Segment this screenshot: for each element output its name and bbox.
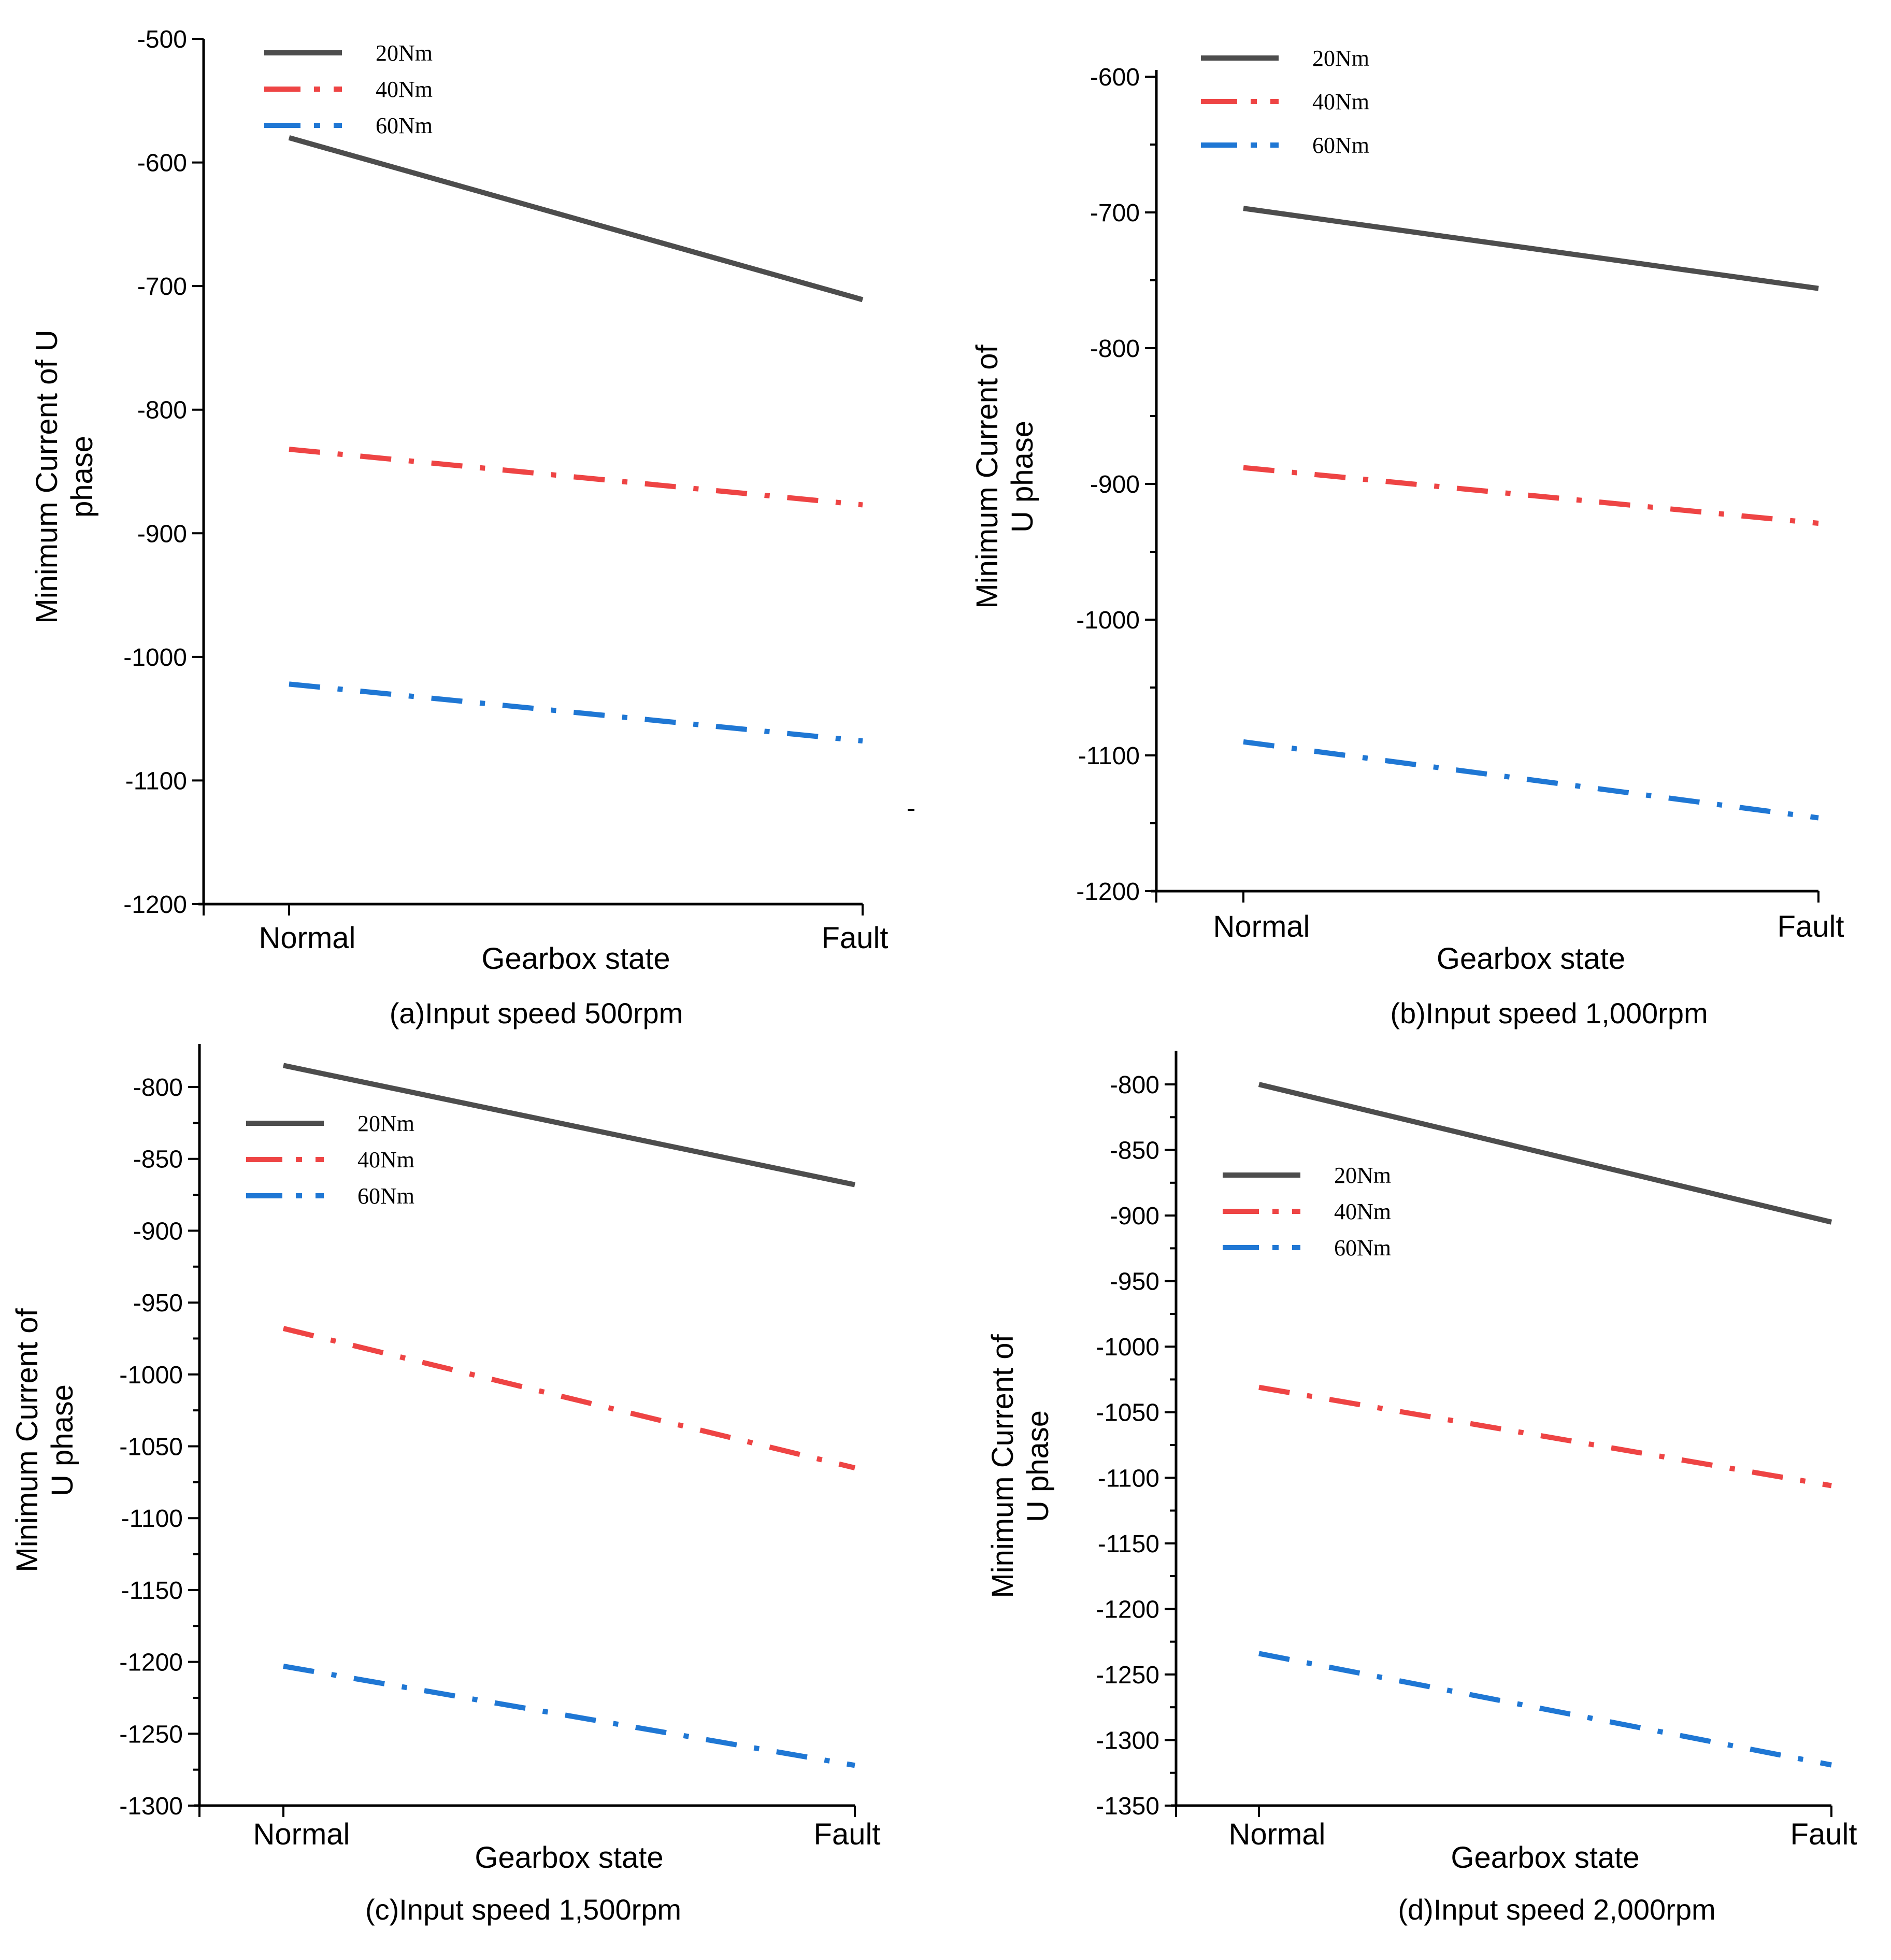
y-tick-label: -900 [1110,1203,1159,1230]
y-tick-label: -1300 [1096,1727,1159,1754]
x-axis-title: Gearbox state [481,942,670,976]
y-tick-label: -900 [1090,471,1140,498]
legend-label-20nm: 20Nm [1312,46,1369,71]
y-tick-label: -1000 [1096,1334,1159,1361]
panel-caption: (d)Input speed 2,000rpm [1398,1893,1715,1926]
y-tick-label: -700 [137,273,187,301]
legend-label-40nm: 40Nm [1334,1199,1391,1224]
y-tick-label: -1050 [1096,1399,1159,1427]
legend-label-60nm: 60Nm [1334,1235,1391,1261]
y-axis-title-line: U phase [1021,1410,1055,1522]
series-line-60nm [1258,1651,1832,1768]
y-tick-label: -1000 [1076,607,1140,634]
legend-label-60nm: 60Nm [357,1183,414,1209]
y-axis-title: Minimum Current ofU phase [970,345,1039,609]
legend: 20Nm 40Nm 60Nm [246,1111,414,1209]
series-line-40nm [1243,465,1819,526]
y-tick-label: -600 [1090,64,1140,91]
y-tick-label: -850 [1110,1137,1159,1165]
y-tick-label: -800 [1090,335,1140,363]
legend-label-20nm: 20Nm [357,1111,414,1136]
panel-caption: (c)Input speed 1,500rpm [365,1893,681,1926]
y-tick-label: -900 [137,520,187,548]
legend: 20Nm 40Nm 60Nm [264,40,433,138]
y-tick-label: -1000 [119,1362,183,1389]
y-axis-title-line: Minimum Current of [10,1308,44,1572]
chart-panel-a: -500 -600 -700 -800 -900 -1000 -1100 -1200 Norma… [30,26,888,1029]
panel-caption: (b)Input speed 1,000rpm [1390,997,1708,1029]
y-tick-label: -1250 [119,1721,183,1748]
legend-label-40nm: 40Nm [376,77,433,102]
y-axis-title-line: U phase [46,1384,79,1496]
y-tick-label: -900 [133,1218,183,1245]
series-line-20nm [288,135,864,303]
legend-label-20nm: 20Nm [376,40,433,66]
x-tick-label-fault: Fault [1790,1818,1857,1851]
legend: 20Nm 40Nm 60Nm [1223,1163,1391,1261]
y-axis-title: Minimum Current of Uphase [30,330,99,623]
legend-label-20nm: 20Nm [1334,1163,1391,1188]
series-line-60nm [289,681,863,744]
series-line-20nm [1243,206,1819,291]
y-axis-title-line: Minimum Current of U [30,330,64,623]
y-tick-label: -1100 [125,767,187,795]
y-tick-label: -600 [137,150,187,177]
series-line-40nm [282,1326,856,1470]
chart-panel-b: -600 -700 -800 -900 -1000 -1100 -1200 Normal Fau… [970,46,1844,1029]
y-tick-label: -1350 [1096,1793,1159,1820]
y-tick-label: -800 [137,397,187,424]
panel-caption: (a)Input speed 500rpm [390,997,683,1029]
legend-label-40nm: 40Nm [357,1147,414,1172]
y-axis-title-line: Minimum Current of [970,345,1004,609]
y-tick-label: -1100 [1078,742,1140,770]
y-tick-label: -950 [133,1290,183,1317]
y-tick-label: -1100 [1098,1465,1159,1492]
series-line-20nm [282,1063,856,1188]
y-tick-label: -700 [1090,199,1140,227]
y-tick-label: -1200 [1096,1596,1159,1623]
y-tick-label: -850 [133,1146,183,1174]
y-axis-title-line: phase [65,436,99,518]
y-tick-label: -800 [1110,1071,1159,1099]
series-line-20nm [1258,1082,1832,1225]
series-line-40nm [289,447,863,508]
x-tick-label-normal: Normal [259,921,356,955]
y-tick-label: -1250 [1096,1662,1159,1689]
y-tick-label: -500 [137,26,187,53]
y-axis-title-line: U phase [1006,421,1039,533]
y-tick-label: -1000 [123,644,187,671]
y-tick-label: -1100 [121,1505,183,1533]
y-tick-label: -1050 [119,1434,183,1461]
legend: 20Nm 40Nm 60Nm [1201,46,1369,158]
series-line-60nm [283,1663,855,1768]
y-tick-label: -800 [133,1074,183,1101]
x-tick-label-normal: Normal [1229,1818,1326,1851]
y-tick-label: -1200 [123,891,187,919]
x-tick-label-normal: Normal [253,1818,350,1851]
x-tick-label-fault: Fault [822,921,889,955]
x-tick-label-fault: Fault [814,1818,881,1851]
chart-panel-c: -800 -850 -900 -950 -1000 -1050 -1100 -1150 -120… [10,1044,880,1926]
y-axis-title: Minimum Current ofU phase [986,1334,1055,1598]
y-axis-title-line: Minimum Current of [986,1334,1020,1598]
y-tick-label: -1200 [119,1649,183,1677]
x-axis-title: Gearbox state [1451,1841,1639,1875]
y-tick-label: -1150 [1098,1530,1159,1558]
series-line-40nm [1258,1384,1832,1489]
y-tick-label: -1200 [1076,878,1140,906]
legend-label-60nm: 60Nm [1312,133,1369,158]
chart-panel-d: -800 -850 -900 -950 -1000 -1050 -1100 -1150 -120… [986,1051,1857,1926]
y-axis-title: Minimum Current ofU phase [10,1308,79,1572]
y-tick-label: -1150 [121,1577,183,1605]
x-axis-title: Gearbox state [1437,942,1625,976]
x-tick-label-normal: Normal [1213,910,1310,943]
y-tick-label: -1300 [119,1793,183,1820]
series-line-60nm [1243,739,1819,821]
legend-label-60nm: 60Nm [376,113,433,138]
x-tick-label-fault: Fault [1778,910,1844,943]
legend-label-40nm: 40Nm [1312,89,1369,115]
y-tick-label: -950 [1110,1268,1159,1296]
x-axis-title: Gearbox state [475,1841,663,1875]
